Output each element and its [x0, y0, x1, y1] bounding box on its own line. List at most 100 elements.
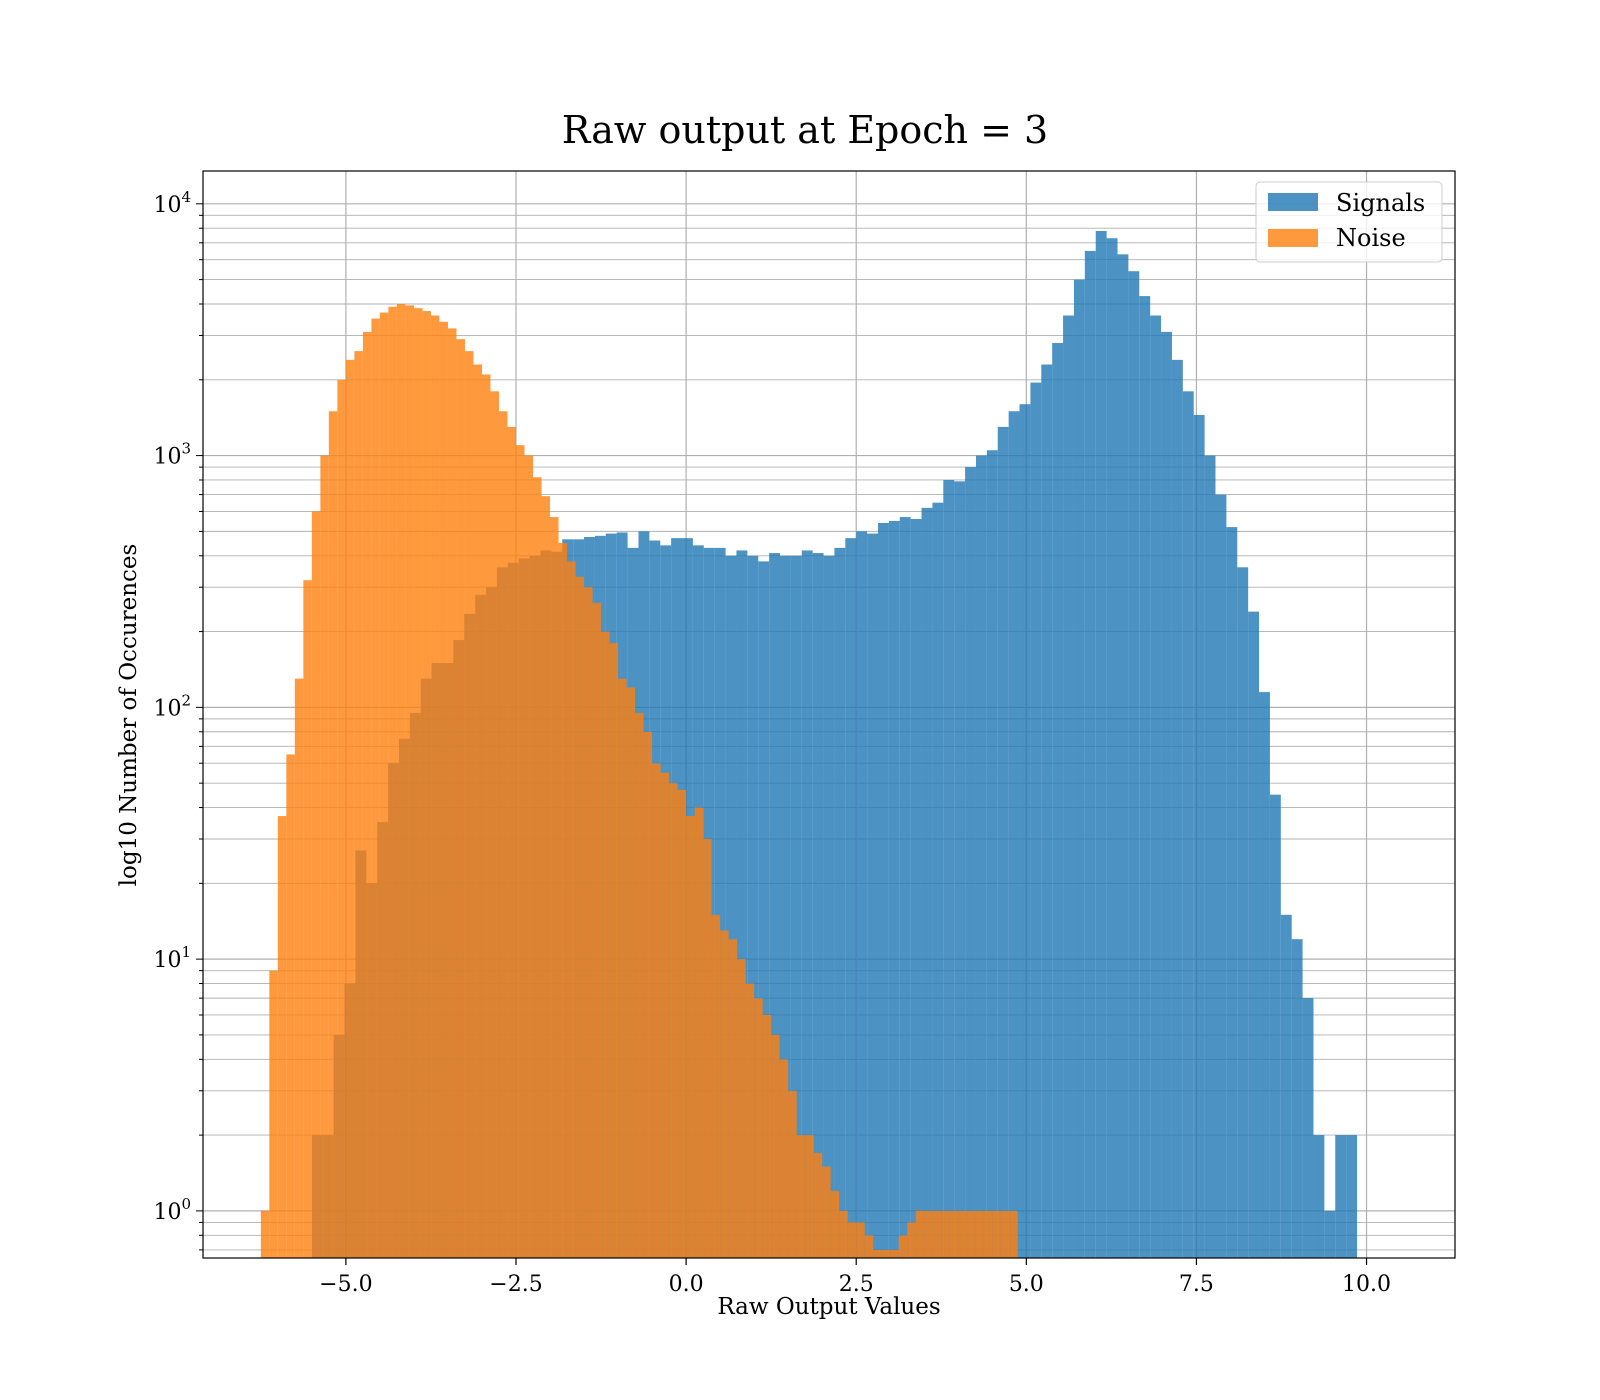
signals-bar	[932, 502, 944, 1258]
signals-bar	[1150, 315, 1162, 1258]
signals-bar	[877, 522, 889, 1258]
signals-bar	[899, 517, 911, 1258]
y-tick-label: 100	[153, 1195, 191, 1225]
noise-bar	[771, 1034, 780, 1258]
noise-bar	[720, 930, 729, 1258]
noise-bar	[507, 426, 516, 1258]
plot-area	[202, 170, 1456, 1259]
signals-bar	[1019, 404, 1031, 1259]
noise-bar	[388, 306, 397, 1258]
noise-bar	[371, 318, 380, 1259]
signals-bar	[1128, 271, 1140, 1258]
signals-bar	[1215, 494, 1227, 1258]
signals-bar	[736, 550, 748, 1258]
signals-bar	[1193, 414, 1205, 1259]
noise-bar	[439, 321, 448, 1258]
noise-bar	[677, 789, 687, 1258]
noise-bar	[286, 754, 295, 1258]
y-tick-label: 101	[153, 943, 191, 973]
legend-label-noise: Noise	[1336, 224, 1406, 252]
x-axis-ticks: −5.0 −2.5 0.0 2.5 5.0 7.5 10.0	[319, 1258, 1391, 1297]
legend-label-signals: Signals	[1336, 189, 1425, 217]
noise-bar	[354, 351, 363, 1258]
noise-bar	[660, 772, 670, 1258]
noise-bar	[311, 511, 321, 1258]
signals-bar	[1182, 391, 1194, 1258]
noise-bar	[260, 1210, 270, 1258]
noise-bar	[447, 328, 457, 1258]
noise-bar	[456, 339, 465, 1259]
signals-bar	[867, 533, 878, 1258]
signals-bar	[888, 520, 900, 1258]
noise-bar	[345, 359, 355, 1258]
noise-bar	[975, 1210, 984, 1258]
noise-bar	[635, 712, 644, 1258]
noise-bar	[413, 308, 423, 1258]
signals-bar	[1313, 1135, 1325, 1258]
noise-bar	[652, 763, 661, 1258]
noise-bar	[898, 1235, 908, 1258]
noise-bar	[966, 1210, 976, 1258]
signals-bar	[1171, 359, 1183, 1258]
noise-bar	[822, 1166, 831, 1258]
x-tick-label: 7.5	[1179, 1272, 1214, 1297]
noise-bar	[830, 1190, 840, 1258]
signals-bar	[965, 467, 976, 1258]
noise-bar	[711, 914, 721, 1258]
signals-bar	[921, 507, 933, 1258]
noise-bar	[805, 1135, 814, 1258]
noise-bar	[498, 411, 508, 1258]
signals-bar	[823, 555, 835, 1258]
noise-bar	[907, 1222, 916, 1258]
signals-bar	[943, 479, 955, 1259]
noise-bar	[694, 807, 704, 1258]
noise-bar	[932, 1210, 942, 1258]
y-tick-label: 102	[153, 691, 191, 721]
signals-bar	[910, 518, 922, 1258]
noise-bar	[915, 1210, 925, 1258]
noise-bar	[847, 1222, 857, 1258]
noise-bar	[813, 1152, 823, 1258]
signals-bar	[834, 547, 846, 1258]
noise-bar	[464, 351, 474, 1258]
signals-bar	[747, 555, 759, 1258]
noise-bar	[473, 364, 482, 1258]
noise-bar	[558, 542, 568, 1258]
signals-bar	[986, 450, 998, 1258]
noise-bar	[626, 687, 636, 1258]
noise-bar	[584, 587, 593, 1258]
signals-bar	[997, 426, 1009, 1258]
noise-bar	[379, 312, 389, 1258]
noise-bar	[422, 311, 431, 1258]
noise-bar	[269, 970, 278, 1258]
y-tick-label: 103	[153, 440, 191, 470]
signals-bar	[812, 553, 824, 1258]
noise-bar	[992, 1210, 1001, 1258]
noise-bar	[396, 304, 406, 1258]
noise-bar	[796, 1135, 806, 1258]
signals-bar	[1161, 331, 1172, 1258]
signals-bar	[801, 550, 813, 1258]
x-tick-label: −5.0	[319, 1272, 372, 1297]
noise-bar	[703, 839, 712, 1258]
x-tick-label: 0.0	[669, 1272, 704, 1297]
signals-bar	[714, 547, 726, 1258]
noise-bar	[686, 816, 695, 1258]
noise-bar	[924, 1210, 933, 1258]
noise-bar	[303, 580, 312, 1258]
noise-bar	[839, 1210, 848, 1258]
signals-bar	[1237, 567, 1249, 1258]
signals-bar	[1073, 279, 1085, 1259]
signals-bar	[769, 553, 781, 1258]
y-axis-ticks: 100 101 102 103 104	[153, 188, 203, 1251]
x-tick-label: 5.0	[1009, 1272, 1044, 1297]
noise-bar	[983, 1210, 993, 1258]
chart-title: Raw output at Epoch = 3	[562, 108, 1048, 152]
signals-bar	[1324, 1210, 1336, 1258]
signals-bar	[1084, 250, 1096, 1258]
signals-bar	[1302, 998, 1314, 1258]
noise-bar	[1009, 1210, 1018, 1258]
noise-bar	[533, 477, 542, 1259]
noise-bar	[362, 331, 372, 1258]
noise-bar	[754, 998, 763, 1258]
